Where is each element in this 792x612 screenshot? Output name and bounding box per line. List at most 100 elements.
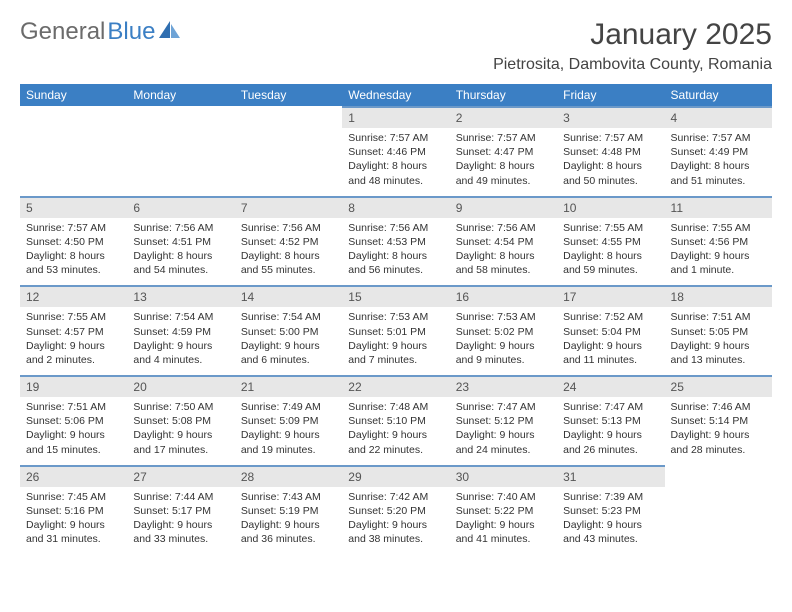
- sunset-line: Sunset: 5:04 PM: [563, 325, 658, 339]
- sunrise-line: Sunrise: 7:57 AM: [456, 131, 551, 145]
- calendar-cell: 13Sunrise: 7:54 AMSunset: 4:59 PMDayligh…: [127, 285, 234, 375]
- sunrise-line: Sunrise: 7:54 AM: [133, 310, 228, 324]
- sunset-line: Sunset: 5:23 PM: [563, 504, 658, 518]
- day-number: 31: [557, 465, 664, 487]
- calendar-cell: 4Sunrise: 7:57 AMSunset: 4:49 PMDaylight…: [665, 106, 772, 196]
- daylight-line: Daylight: 9 hours and 24 minutes.: [456, 428, 551, 456]
- day-details: Sunrise: 7:45 AMSunset: 5:16 PMDaylight:…: [20, 487, 127, 555]
- daylight-line: Daylight: 8 hours and 49 minutes.: [456, 159, 551, 187]
- day-details: Sunrise: 7:57 AMSunset: 4:50 PMDaylight:…: [20, 218, 127, 286]
- sunrise-line: Sunrise: 7:56 AM: [456, 221, 551, 235]
- sunrise-line: Sunrise: 7:50 AM: [133, 400, 228, 414]
- sunset-line: Sunset: 5:09 PM: [241, 414, 336, 428]
- calendar-cell: 16Sunrise: 7:53 AMSunset: 5:02 PMDayligh…: [450, 285, 557, 375]
- sunset-line: Sunset: 5:05 PM: [671, 325, 766, 339]
- day-details: Sunrise: 7:50 AMSunset: 5:08 PMDaylight:…: [127, 397, 234, 465]
- day-number: 5: [20, 196, 127, 218]
- calendar-cell: [20, 106, 127, 196]
- day-number: 4: [665, 106, 772, 128]
- daylight-line: Daylight: 8 hours and 56 minutes.: [348, 249, 443, 277]
- calendar-cell: 5Sunrise: 7:57 AMSunset: 4:50 PMDaylight…: [20, 196, 127, 286]
- day-number: 22: [342, 375, 449, 397]
- day-number: 16: [450, 285, 557, 307]
- sunrise-line: Sunrise: 7:57 AM: [26, 221, 121, 235]
- day-number: 26: [20, 465, 127, 487]
- daylight-line: Daylight: 8 hours and 55 minutes.: [241, 249, 336, 277]
- page-title: January 2025: [493, 18, 772, 52]
- calendar-cell: [235, 106, 342, 196]
- day-number: 2: [450, 106, 557, 128]
- weekday-header: Sunday: [20, 84, 127, 106]
- day-number: 30: [450, 465, 557, 487]
- sunset-line: Sunset: 5:10 PM: [348, 414, 443, 428]
- calendar-body: 1Sunrise: 7:57 AMSunset: 4:46 PMDaylight…: [20, 106, 772, 554]
- sunset-line: Sunset: 4:55 PM: [563, 235, 658, 249]
- calendar-cell: 19Sunrise: 7:51 AMSunset: 5:06 PMDayligh…: [20, 375, 127, 465]
- day-number: 17: [557, 285, 664, 307]
- calendar-cell: 23Sunrise: 7:47 AMSunset: 5:12 PMDayligh…: [450, 375, 557, 465]
- daylight-line: Daylight: 8 hours and 53 minutes.: [26, 249, 121, 277]
- day-number: 28: [235, 465, 342, 487]
- sunrise-line: Sunrise: 7:51 AM: [671, 310, 766, 324]
- sunset-line: Sunset: 5:20 PM: [348, 504, 443, 518]
- calendar-cell: 3Sunrise: 7:57 AMSunset: 4:48 PMDaylight…: [557, 106, 664, 196]
- day-details: Sunrise: 7:44 AMSunset: 5:17 PMDaylight:…: [127, 487, 234, 555]
- sunrise-line: Sunrise: 7:57 AM: [671, 131, 766, 145]
- day-details: Sunrise: 7:53 AMSunset: 5:02 PMDaylight:…: [450, 307, 557, 375]
- daylight-line: Daylight: 9 hours and 19 minutes.: [241, 428, 336, 456]
- daylight-line: Daylight: 9 hours and 22 minutes.: [348, 428, 443, 456]
- header: General Blue January 2025 Pietrosita, Da…: [20, 18, 772, 74]
- calendar-cell: 14Sunrise: 7:54 AMSunset: 5:00 PMDayligh…: [235, 285, 342, 375]
- sunrise-line: Sunrise: 7:48 AM: [348, 400, 443, 414]
- sunrise-line: Sunrise: 7:55 AM: [563, 221, 658, 235]
- day-details: Sunrise: 7:40 AMSunset: 5:22 PMDaylight:…: [450, 487, 557, 555]
- day-details: Sunrise: 7:43 AMSunset: 5:19 PMDaylight:…: [235, 487, 342, 555]
- day-details: Sunrise: 7:48 AMSunset: 5:10 PMDaylight:…: [342, 397, 449, 465]
- calendar-cell: 26Sunrise: 7:45 AMSunset: 5:16 PMDayligh…: [20, 465, 127, 555]
- daylight-line: Daylight: 9 hours and 36 minutes.: [241, 518, 336, 546]
- title-block: January 2025 Pietrosita, Dambovita Count…: [493, 18, 772, 74]
- calendar-cell: 27Sunrise: 7:44 AMSunset: 5:17 PMDayligh…: [127, 465, 234, 555]
- day-details: Sunrise: 7:54 AMSunset: 4:59 PMDaylight:…: [127, 307, 234, 375]
- day-details: Sunrise: 7:55 AMSunset: 4:57 PMDaylight:…: [20, 307, 127, 375]
- calendar-cell: 9Sunrise: 7:56 AMSunset: 4:54 PMDaylight…: [450, 196, 557, 286]
- sunset-line: Sunset: 5:19 PM: [241, 504, 336, 518]
- sunrise-line: Sunrise: 7:43 AM: [241, 490, 336, 504]
- sunset-line: Sunset: 5:17 PM: [133, 504, 228, 518]
- logo: General Blue: [20, 18, 181, 46]
- sunrise-line: Sunrise: 7:52 AM: [563, 310, 658, 324]
- weekday-header-row: SundayMondayTuesdayWednesdayThursdayFrid…: [20, 84, 772, 106]
- calendar-cell: [665, 465, 772, 555]
- daylight-line: Daylight: 8 hours and 58 minutes.: [456, 249, 551, 277]
- day-number: 1: [342, 106, 449, 128]
- sunset-line: Sunset: 5:00 PM: [241, 325, 336, 339]
- daylight-line: Daylight: 9 hours and 38 minutes.: [348, 518, 443, 546]
- sunset-line: Sunset: 5:13 PM: [563, 414, 658, 428]
- day-number: 19: [20, 375, 127, 397]
- calendar-week-row: 19Sunrise: 7:51 AMSunset: 5:06 PMDayligh…: [20, 375, 772, 465]
- day-number: 15: [342, 285, 449, 307]
- calendar-cell: 8Sunrise: 7:56 AMSunset: 4:53 PMDaylight…: [342, 196, 449, 286]
- sunset-line: Sunset: 4:53 PM: [348, 235, 443, 249]
- sunrise-line: Sunrise: 7:53 AM: [456, 310, 551, 324]
- day-details: Sunrise: 7:57 AMSunset: 4:48 PMDaylight:…: [557, 128, 664, 196]
- calendar-cell: [127, 106, 234, 196]
- day-number: 6: [127, 196, 234, 218]
- sunset-line: Sunset: 4:51 PM: [133, 235, 228, 249]
- day-details: Sunrise: 7:52 AMSunset: 5:04 PMDaylight:…: [557, 307, 664, 375]
- sunrise-line: Sunrise: 7:53 AM: [348, 310, 443, 324]
- daylight-line: Daylight: 9 hours and 13 minutes.: [671, 339, 766, 367]
- daylight-line: Daylight: 9 hours and 9 minutes.: [456, 339, 551, 367]
- daylight-line: Daylight: 9 hours and 15 minutes.: [26, 428, 121, 456]
- sunset-line: Sunset: 4:47 PM: [456, 145, 551, 159]
- sunset-line: Sunset: 5:12 PM: [456, 414, 551, 428]
- calendar-week-row: 12Sunrise: 7:55 AMSunset: 4:57 PMDayligh…: [20, 285, 772, 375]
- sunrise-line: Sunrise: 7:46 AM: [671, 400, 766, 414]
- calendar-cell: 28Sunrise: 7:43 AMSunset: 5:19 PMDayligh…: [235, 465, 342, 555]
- day-details: Sunrise: 7:39 AMSunset: 5:23 PMDaylight:…: [557, 487, 664, 555]
- daylight-line: Daylight: 8 hours and 50 minutes.: [563, 159, 658, 187]
- day-details: Sunrise: 7:56 AMSunset: 4:52 PMDaylight:…: [235, 218, 342, 286]
- sunset-line: Sunset: 4:57 PM: [26, 325, 121, 339]
- sunset-line: Sunset: 4:49 PM: [671, 145, 766, 159]
- sunset-line: Sunset: 5:16 PM: [26, 504, 121, 518]
